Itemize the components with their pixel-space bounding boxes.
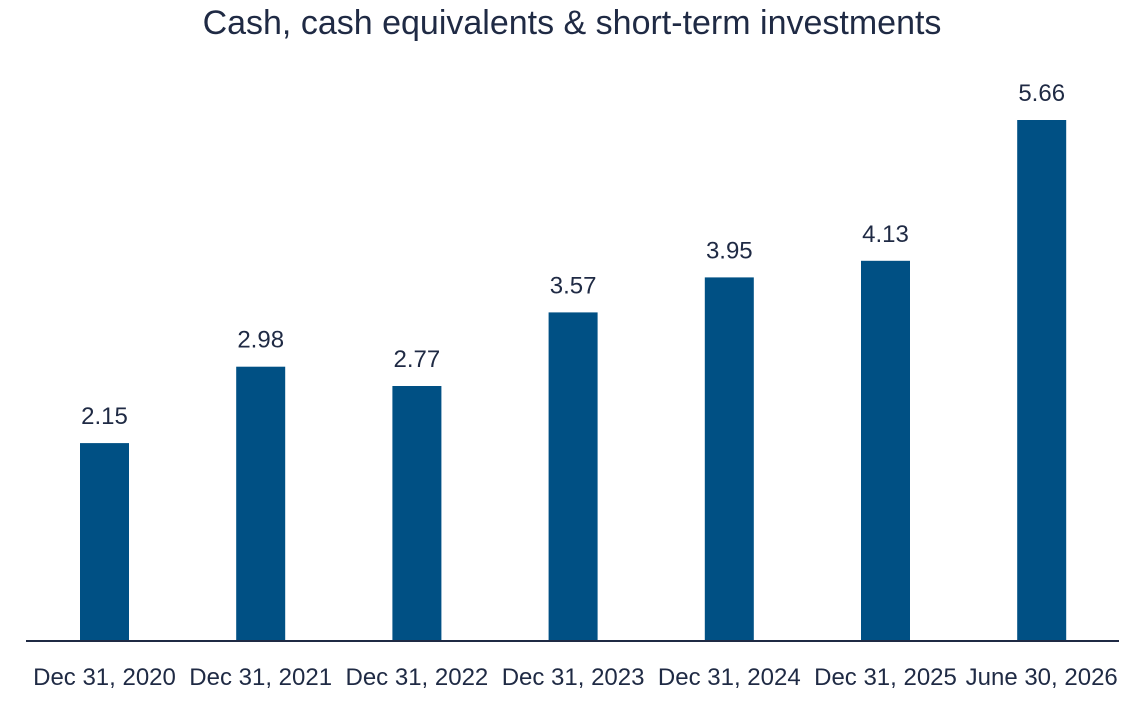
x-tick-label-3: Dec 31, 2023 [502, 664, 645, 691]
data-label-0: 2.15 [81, 403, 128, 430]
data-label-1: 2.98 [237, 327, 284, 354]
x-tick-label-6: June 30, 2026 [966, 664, 1118, 691]
data-label-2: 2.77 [394, 346, 441, 373]
x-tick-label-2: Dec 31, 2022 [346, 664, 489, 691]
x-tick-label-5: Dec 31, 2025 [814, 664, 957, 691]
bar-2 [392, 386, 442, 641]
bars-group [80, 120, 1067, 641]
x-tick-labels-group: Dec 31, 2020 Dec 31, 2021 Dec 31, 2022 Dec … [33, 664, 1118, 691]
data-label-6: 5.66 [1018, 80, 1065, 107]
bar-5 [861, 260, 910, 641]
bar-3 [548, 312, 598, 641]
data-label-4: 3.95 [706, 237, 753, 264]
bar-1 [236, 366, 286, 641]
bar-6 [1017, 120, 1067, 641]
data-label-5: 4.13 [862, 221, 909, 248]
bar-4 [704, 277, 754, 641]
chart-title: Cash, cash equivalents & short-term inve… [203, 4, 942, 42]
bar-0 [80, 443, 129, 641]
data-label-3: 3.57 [550, 272, 597, 299]
x-tick-label-4: Dec 31, 2024 [658, 664, 801, 691]
data-labels-group: 2.15 2.98 2.77 3.57 3.95 4.13 5.66 [81, 80, 1065, 430]
x-tick-label-1: Dec 31, 2021 [189, 664, 332, 691]
x-tick-label-0: Dec 31, 2020 [33, 664, 176, 691]
